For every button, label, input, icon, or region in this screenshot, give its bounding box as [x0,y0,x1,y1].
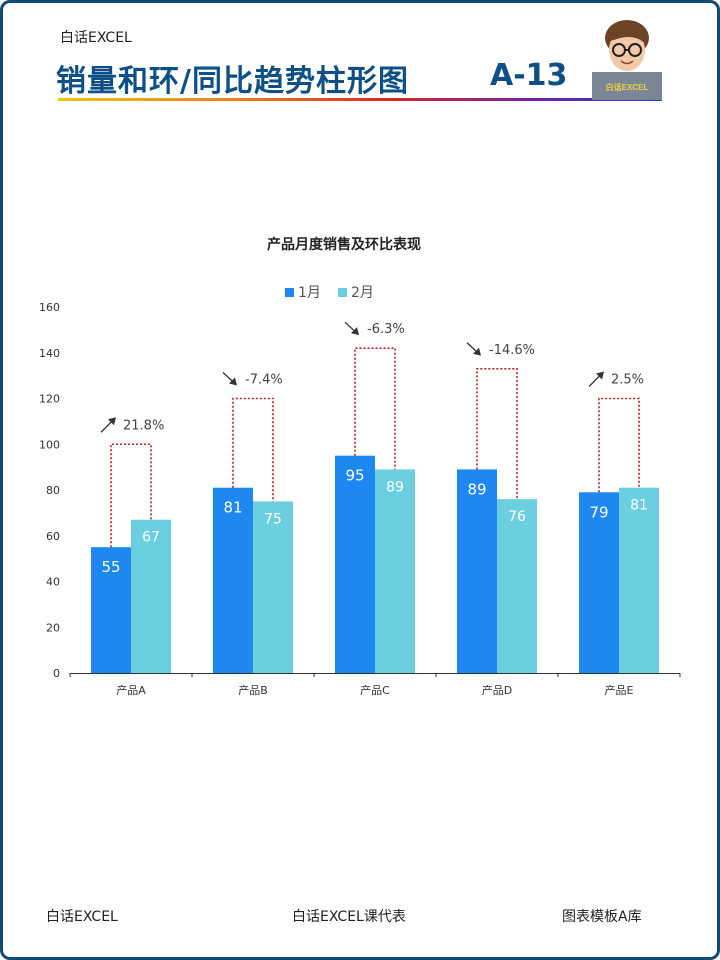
data-label-feb: 81 [630,498,648,514]
title-underline [58,98,662,101]
change-connector [598,397,640,493]
change-percent-label: 2.5% [611,373,644,388]
legend-swatch-feb [338,288,347,297]
change-percent-label: -7.4% [245,373,283,388]
legend-label-feb: 2月 [351,285,374,301]
legend-label-jan: 1月 [298,285,321,301]
data-label-jan: 89 [467,480,486,498]
data-label-feb: 75 [264,511,282,527]
data-label-feb: 89 [386,479,404,495]
y-tick-label: 100 [39,438,60,451]
x-tick-label: 产品A [116,683,146,697]
avatar-smile [620,60,634,65]
y-tick-label: 0 [53,667,60,680]
y-tick-label: 40 [46,576,60,589]
legend-swatch-jan [285,288,294,297]
bar-feb [131,519,171,673]
avatar-badge [592,72,662,100]
bar-jan [457,469,497,673]
data-label-jan: 81 [223,499,242,517]
x-tick-label: 产品B [238,683,268,697]
data-label-feb: 76 [508,509,526,525]
change-connector [110,443,152,548]
bar-jan [91,547,131,673]
data-label-jan: 95 [345,467,364,485]
change-percent-label: 21.8% [123,418,164,433]
brand-label: 白话EXCEL [60,30,132,46]
bar-jan [579,492,619,673]
change-percent-label: -6.3% [367,322,405,337]
bar-jan [213,487,253,673]
plot-area: 55 67 21.8% 81 75 -7.4% 95 89 -6.3% 89 76 -14.6% 79 8… [91,321,659,673]
footer-left: 白话EXCEL [46,909,118,925]
bar-feb [375,469,415,673]
x-axis: 产品A 产品B 产品C 产品D 产品E [69,673,681,697]
trend-down-arrowhead [229,377,237,386]
data-label-jan: 55 [101,558,120,576]
y-axis: 0 20 40 60 80 100 120 140 160 [39,301,60,680]
y-tick-label: 140 [39,347,60,360]
y-tick-label: 120 [39,393,60,406]
footer-center: 白话EXCEL课代表 [292,909,406,925]
data-label-feb: 67 [142,530,160,546]
y-tick-label: 60 [46,530,60,543]
x-tick-label: 产品D [482,683,512,697]
x-tick-label: 产品E [605,683,634,697]
change-connector [476,367,518,500]
data-label-jan: 79 [589,503,608,521]
trend-down-arrowhead [351,327,359,336]
bar-feb [619,487,659,673]
page-title: 销量和环/同比趋势柱形图 [56,64,409,99]
y-tick-label: 20 [46,621,60,634]
trend-up-arrowhead [108,417,116,426]
bar-feb [497,499,537,673]
change-connector [354,347,396,470]
legend: 1月 2月 [285,285,374,301]
bar-jan [335,455,375,673]
page-code: A-13 [490,58,568,93]
trend-up-arrowhead [596,371,604,380]
avatar-badge-text: 白话EXCEL [606,82,649,92]
y-tick-label: 160 [39,301,60,314]
y-tick-label: 80 [46,484,60,497]
bar-feb [253,501,293,673]
avatar-fringe [607,25,648,46]
change-percent-label: -14.6% [489,343,535,358]
trend-down-arrowhead [473,347,481,356]
change-connector [232,397,274,502]
x-tick-label: 产品C [360,683,390,697]
avatar-image: 白话EXCEL [592,20,662,100]
chart-title: 产品月度销售及环比表现 [267,236,421,253]
footer-right: 图表模板A库 [562,909,642,925]
